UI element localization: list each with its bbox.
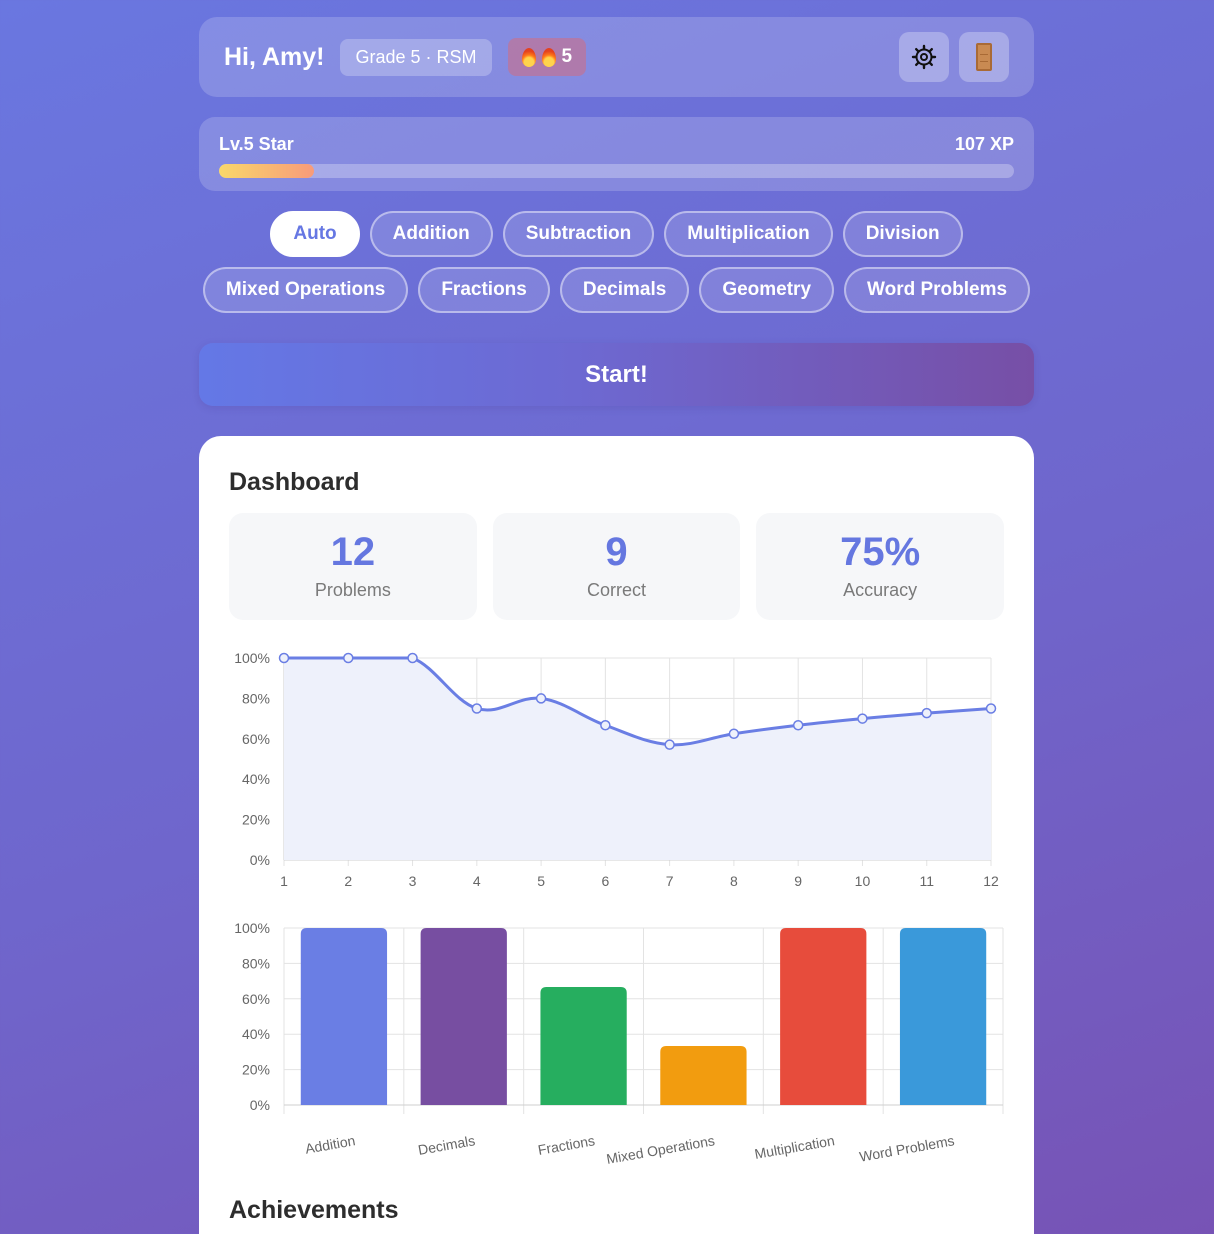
x-category-label: Decimals [417, 1132, 476, 1158]
data-point [792, 720, 804, 731]
y-tick-label: 20% [242, 1062, 270, 1078]
x-category-label: Mixed Operations [605, 1132, 716, 1167]
y-tick-label: 40% [242, 1026, 270, 1042]
x-category-label: Multiplication [753, 1132, 835, 1162]
level-name: Lv.5 Star [219, 134, 294, 154]
app-container: Hi, Amy! Grade 5 · RSM 5 [199, 17, 1034, 1234]
level-card: Lv.5 Star 107 XP [199, 117, 1034, 191]
data-point [728, 728, 740, 739]
topic-chip-word-problems[interactable]: Word Problems [844, 267, 1031, 313]
logout-button[interactable] [959, 32, 1009, 82]
stat-value: 12 [330, 530, 376, 574]
header-bar: Hi, Amy! Grade 5 · RSM 5 [199, 17, 1034, 97]
topic-chip-division[interactable]: Division [842, 211, 963, 257]
topic-chip-subtraction[interactable]: Subtraction [502, 211, 655, 257]
data-point [471, 703, 483, 714]
flame-icon [541, 47, 556, 67]
topic-row-2: Mixed Operations Fractions Decimals Geom… [199, 267, 1034, 313]
x-tick-label: 7 [666, 873, 674, 889]
topic-selector: Auto Addition Subtraction Multiplication… [199, 211, 1034, 313]
topic-chip-mixed-operations[interactable]: Mixed Operations [202, 267, 409, 313]
topic-chip-auto[interactable]: Auto [270, 211, 360, 257]
streak-badge: 5 [507, 38, 587, 76]
stat-label: Problems [314, 580, 391, 600]
data-point [921, 707, 932, 719]
x-tick-label: 4 [473, 873, 481, 889]
data-point [600, 720, 611, 731]
y-tick-label: 80% [242, 690, 270, 706]
line-area-fill [284, 658, 991, 860]
stat-label: Correct [587, 580, 647, 600]
data-point [343, 652, 354, 664]
topic-row-1: Auto Addition Subtraction Multiplication… [199, 211, 1034, 257]
bar-word-problems [899, 928, 987, 1105]
data-point [857, 713, 868, 724]
topic-chip-multiplication[interactable]: Multiplication [664, 211, 833, 257]
x-tick-label: 9 [794, 873, 802, 889]
start-button[interactable]: Start! [199, 343, 1034, 406]
stat-problems: 12 Problems [229, 513, 477, 620]
x-tick-label: 12 [983, 873, 999, 889]
y-tick-label: 100% [234, 650, 270, 666]
topic-chip-geometry[interactable]: Geometry [699, 267, 835, 313]
stat-value: 9 [605, 530, 628, 574]
stat-value: 75% [840, 530, 921, 574]
stat-label: Accuracy [843, 580, 918, 600]
topic-chip-fractions[interactable]: Fractions [418, 267, 550, 313]
xp-progress-fill [219, 164, 315, 178]
data-point [664, 739, 675, 750]
x-tick-label: 5 [537, 873, 545, 889]
y-tick-label: 0% [250, 1097, 270, 1113]
gear-icon [911, 44, 937, 70]
y-tick-label: 60% [242, 731, 270, 747]
greeting: Hi, Amy! [224, 42, 325, 71]
achievements-title: Achievements [229, 1196, 399, 1224]
data-point [407, 652, 418, 664]
flame-icon [521, 47, 536, 67]
bar-fractions [540, 986, 627, 1105]
stats-row: 12 Problems 9 Correct 75% Accuracy [229, 513, 1005, 620]
y-tick-label: 0% [250, 852, 270, 868]
dashboard-title: Dashboard [229, 468, 360, 496]
x-tick-label: 10 [855, 873, 871, 889]
door-icon [976, 43, 992, 71]
stat-correct: 9 Correct [492, 513, 741, 620]
x-category-label: Fractions [537, 1132, 596, 1158]
accuracy-trend-chart: 0%20%40%60%80%100%1 2 3 4 5 6 7 8 9 10 11 12 [234, 650, 999, 889]
x-category-label: Addition [304, 1132, 357, 1157]
dashboard-card: Dashboard 12 Problems 9 Correct 75% Accu… [199, 436, 1034, 1234]
xp-total: 107 XP [954, 134, 1014, 154]
grade-badge: Grade 5 · RSM [340, 38, 492, 76]
bar-multiplication [780, 928, 867, 1105]
topic-accuracy-chart: 0% 20% 40% 60% 80% 100% Addition Decimals Fracti… [234, 920, 1004, 1167]
bar-addition [300, 928, 388, 1105]
topic-chip-addition[interactable]: Addition [369, 211, 493, 257]
x-tick-label: 1 [280, 873, 288, 889]
y-tick-label: 80% [242, 955, 270, 971]
x-tick-label: 6 [601, 873, 609, 889]
y-tick-label: 100% [234, 920, 270, 936]
level-row: Lv.5 Star 107 XP [219, 134, 1014, 155]
topic-chip-decimals[interactable]: Decimals [559, 267, 690, 313]
data-point [535, 693, 547, 704]
y-tick-label: 20% [242, 812, 270, 828]
x-tick-label: 3 [409, 873, 417, 889]
data-point [278, 652, 290, 664]
x-tick-label: 2 [344, 873, 352, 889]
bar-decimals [420, 928, 507, 1105]
x-category-label: Word Problems [858, 1132, 956, 1164]
y-tick-label: 40% [242, 771, 270, 787]
xp-progress-track [219, 164, 1014, 178]
x-tick-label: 11 [919, 873, 934, 889]
bar-mixed-operations [660, 1046, 747, 1105]
y-tick-label: 60% [242, 991, 270, 1007]
settings-button[interactable] [899, 32, 949, 82]
streak-count: 5 [561, 46, 573, 67]
x-tick-label: 8 [730, 873, 738, 889]
stat-accuracy: 75% Accuracy [756, 513, 1005, 620]
data-point [985, 703, 997, 714]
